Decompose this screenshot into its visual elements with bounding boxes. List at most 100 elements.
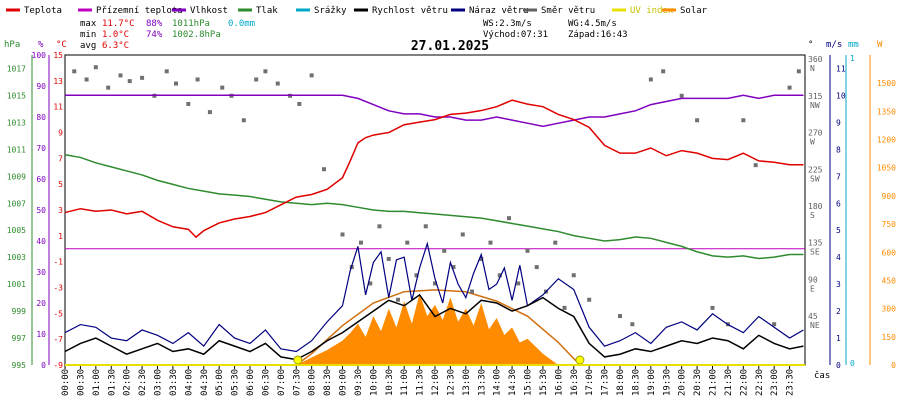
wind-dir-point [72, 69, 77, 74]
x-tick-label-47: 23:30 [786, 369, 796, 396]
x-tick-label-38: 19:00 [647, 369, 657, 396]
x-tick-label-32: 16:00 [554, 369, 564, 396]
wind-dir-point [220, 85, 225, 90]
legend-label-7: Směr větru [541, 6, 595, 16]
dir-label-5: SE [810, 248, 820, 257]
x-tick-label-8: 04:00 [184, 369, 194, 396]
wind-dir-point [84, 77, 89, 82]
wind-dir-point [460, 232, 465, 237]
w-tick-10: 0 [891, 361, 896, 370]
x-tick-label-34: 17:00 [585, 369, 595, 396]
wind-dir-point [470, 289, 474, 294]
unit-deg: ° [808, 40, 813, 50]
dir-label-7: NE [810, 321, 820, 330]
hpa-tick-9: 999 [12, 307, 27, 316]
ms-tick-4: 7 [836, 172, 841, 181]
x-tick-label-35: 17:30 [601, 369, 611, 396]
x-tick-label-2: 01:00 [92, 369, 102, 396]
dir-label-1: NW [810, 101, 820, 110]
ms-tick-10: 1 [836, 334, 841, 343]
x-tick-label-6: 03:00 [154, 369, 164, 396]
stats-min-press: 1002.8hPa [172, 30, 221, 40]
x-tick-label-33: 16:30 [570, 369, 580, 396]
hpa-tick-1: 1015 [7, 91, 26, 100]
wind-dir-point [661, 69, 666, 74]
stats-wg: WG:4.5m/s [568, 19, 617, 29]
deg-tick-3: 225 [808, 165, 823, 174]
ms-tick-1: 10 [836, 91, 846, 100]
wind-dir-point [442, 248, 447, 253]
wind-dir-point [174, 81, 178, 86]
deg-tick-1: 315 [808, 92, 823, 101]
x-tick-label-18: 09:00 [339, 369, 349, 396]
x-tick-label-14: 07:00 [277, 369, 287, 396]
hpa-tick-0: 1017 [7, 64, 26, 73]
x-tick-label-20: 10:00 [369, 369, 379, 396]
wind-dir-point [340, 232, 345, 237]
x-tick-label-21: 10:30 [385, 369, 395, 396]
dir-label-2: W [810, 138, 815, 147]
axes: 00:00 00:30 01:00 01:30 02:00 02:30 03:00 03:30… [7, 51, 896, 396]
wind-dir-point [186, 101, 191, 106]
wind-dir-point [562, 305, 567, 310]
wind-dir-point [451, 265, 456, 270]
c-tick-9: -3 [53, 284, 63, 293]
w-tick-9: 150 [882, 333, 897, 342]
hpa-tick-3: 1011 [7, 145, 26, 154]
wind-dir-point [118, 73, 123, 78]
x-tick-label-0: 00:00 [61, 369, 71, 396]
wind-dir-point [195, 77, 200, 82]
pct-tick-8: 20 [36, 299, 46, 308]
pct-tick-10: 0 [41, 361, 46, 370]
ms-tick-7: 4 [836, 253, 841, 262]
c-tick-3: 9 [58, 129, 63, 138]
x-tick-label-1: 00:30 [76, 369, 86, 396]
x-tick-label-44: 22:00 [739, 369, 749, 396]
stats-min-temp: 1.0°C [102, 30, 129, 40]
wind-dir-point [405, 240, 410, 245]
legend-label-9: Solar [680, 6, 708, 16]
deg-tick-2: 270 [808, 129, 823, 138]
w-tick-8: 300 [882, 305, 897, 314]
pct-tick-3: 70 [36, 144, 46, 153]
stats-sunset: Západ:16:43 [568, 30, 628, 40]
wind-dir-point [618, 314, 622, 319]
ms-tick-8: 3 [836, 280, 841, 289]
deg-tick-5: 135 [808, 239, 823, 248]
x-tick-label-25: 12:30 [446, 369, 456, 396]
humidity-line [65, 94, 804, 128]
c-tick-4: 7 [58, 154, 63, 163]
wind-dir-point [497, 273, 502, 278]
wind-dir-point [741, 118, 746, 123]
legend-label-0: Teplota [24, 6, 62, 16]
w-tick-4: 900 [882, 192, 897, 201]
unit-c: °C [56, 40, 67, 50]
wind-dir-point [479, 256, 484, 261]
x-tick-label-28: 14:00 [493, 369, 503, 396]
wind-dir-point [648, 77, 653, 82]
wind-dir-point [710, 305, 715, 310]
hpa-tick-2: 1013 [7, 118, 26, 127]
wind-dir-point [433, 281, 437, 286]
stats-max-rain: 0.0mm [228, 19, 255, 29]
x-tick-label-5: 02:30 [138, 369, 148, 396]
dir-label-0: N [810, 64, 815, 73]
x-tick-label-37: 18:30 [631, 369, 641, 396]
x-tick-label-10: 05:00 [215, 369, 225, 396]
c-tick-10: -5 [53, 309, 63, 318]
mm-tick-1: 0 [850, 359, 855, 368]
wind-dir-point [534, 265, 539, 270]
stats-min-label: min [80, 30, 96, 40]
x-tick-label-26: 13:00 [462, 369, 472, 396]
wind-dir-point [772, 322, 777, 327]
stats-avg-temp: 6.3°C [102, 41, 129, 51]
x-tick-label-45: 22:30 [755, 369, 765, 396]
unit-time: čas [814, 370, 830, 381]
dir-label-4: S [810, 211, 815, 220]
wind-dir-point [93, 65, 98, 70]
stats-avg-label: avg [80, 41, 96, 51]
x-tick-label-7: 03:30 [169, 369, 179, 396]
x-tick-label-22: 11:00 [400, 369, 410, 396]
